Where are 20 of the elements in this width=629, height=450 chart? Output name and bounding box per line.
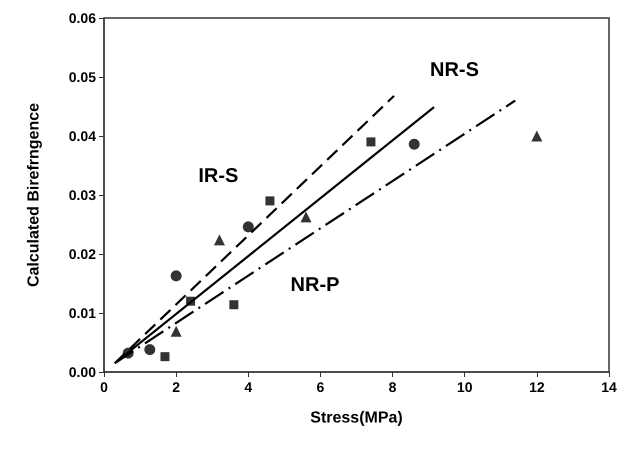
y-tick-label: 0.03 bbox=[68, 187, 96, 203]
x-tick-label: 0 bbox=[100, 379, 108, 395]
x-tick-label: 8 bbox=[388, 379, 397, 395]
x-tick-label: 4 bbox=[244, 379, 252, 395]
series-label: NR-P bbox=[290, 274, 340, 296]
text: IR-S bbox=[198, 165, 238, 188]
x-tick-label: 10 bbox=[456, 379, 473, 395]
y-tick-label: 0.04 bbox=[68, 128, 96, 144]
y-axis-title: Calculated Birefrngence bbox=[26, 102, 42, 288]
x-tick-label: 6 bbox=[316, 379, 325, 395]
y-tick-label: 0.06 bbox=[68, 10, 96, 26]
y-tick-label: 0.02 bbox=[68, 246, 96, 262]
series-label: NR-S bbox=[430, 58, 479, 81]
y-tick-label: 0.01 bbox=[68, 305, 96, 321]
x-tick-label: 12 bbox=[529, 379, 545, 395]
x-tick-label: 2 bbox=[172, 379, 180, 395]
x-axis-title: Stress(MPa) bbox=[310, 410, 403, 426]
y-tick-label: 0.00 bbox=[68, 364, 96, 380]
x-tick-label: 14 bbox=[601, 379, 617, 395]
y-tick-label: 0.05 bbox=[68, 69, 96, 85]
